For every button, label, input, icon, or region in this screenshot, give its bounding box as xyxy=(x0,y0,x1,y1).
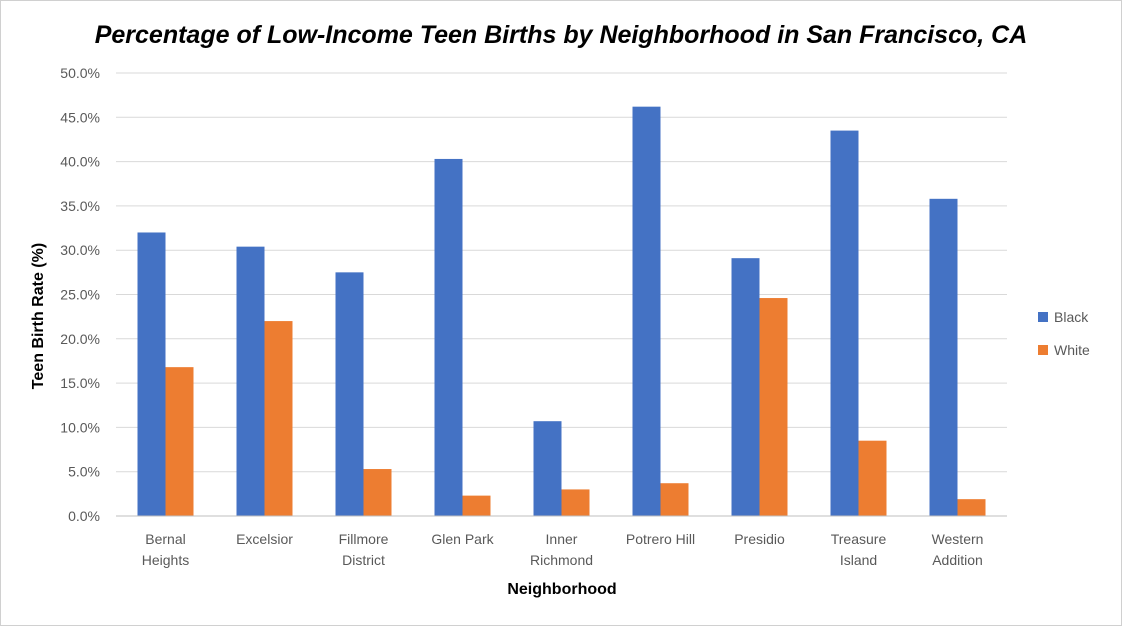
y-tick-label: 30.0% xyxy=(60,242,100,258)
x-axis-title: Neighborhood xyxy=(507,581,616,598)
x-category-label: Excelsior xyxy=(236,531,293,547)
bar-black xyxy=(731,258,760,516)
x-category-label: Bernal Heights xyxy=(142,531,189,568)
bar-black xyxy=(236,246,265,516)
chart-title: Percentage of Low-Income Teen Births by … xyxy=(95,21,1028,49)
x-category-label: Presidio xyxy=(734,531,785,547)
bar-black xyxy=(335,272,364,516)
legend-swatch-black xyxy=(1038,312,1048,322)
bar-black xyxy=(434,158,463,516)
y-tick-label: 20.0% xyxy=(60,331,100,347)
y-axis-ticks: 0.0% 5.0% 10.0% 15.0% 20.0% 25.0% 30.0% 35.0% 40… xyxy=(60,65,100,524)
x-category-label: Potrero Hill xyxy=(626,531,695,547)
x-category-label: Western Addition xyxy=(932,531,984,568)
y-tick-label: 25.0% xyxy=(60,287,100,303)
bar-white xyxy=(660,483,689,516)
y-tick-label: 0.0% xyxy=(68,508,100,524)
legend-label-black: Black xyxy=(1054,309,1089,325)
bar-black xyxy=(533,421,562,516)
legend-label-white: White xyxy=(1054,342,1090,358)
bar-white xyxy=(858,440,887,516)
bar-white xyxy=(561,489,590,516)
bar-white xyxy=(363,469,392,516)
bar-white xyxy=(957,499,986,516)
bars xyxy=(137,106,986,517)
x-axis-categories: Bernal Heights Excelsior Fillmore District Gl… xyxy=(142,531,984,568)
legend: Black White xyxy=(1038,309,1090,358)
bar-black xyxy=(137,232,166,517)
bar-black xyxy=(929,198,958,516)
y-tick-label: 10.0% xyxy=(60,419,100,435)
bar-white xyxy=(462,495,491,516)
y-tick-label: 45.0% xyxy=(60,109,100,125)
y-tick-label: 5.0% xyxy=(68,464,100,480)
bar-white xyxy=(264,321,293,516)
y-tick-label: 15.0% xyxy=(60,375,100,391)
legend-swatch-white xyxy=(1038,345,1048,355)
y-tick-label: 40.0% xyxy=(60,154,100,170)
x-category-label: Glen Park xyxy=(431,531,494,547)
bar-black xyxy=(830,130,859,516)
y-axis-title: Teen Birth Rate (%) xyxy=(30,243,47,389)
bar-white xyxy=(759,298,788,516)
y-tick-label: 50.0% xyxy=(60,65,100,81)
x-category-label: Fillmore District xyxy=(339,531,389,568)
bar-black xyxy=(632,106,661,516)
x-category-label: Treasure Island xyxy=(831,531,887,568)
y-tick-label: 35.0% xyxy=(60,198,100,214)
bar-white xyxy=(165,367,194,516)
x-category-label: Inner Richmond xyxy=(530,531,593,568)
